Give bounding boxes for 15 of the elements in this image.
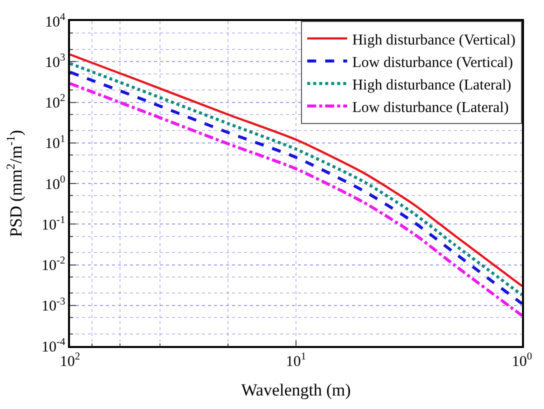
y-tick-label: 10$^{0}$: [45, 174, 66, 193]
y-tick-label: 10$^{-3}$: [42, 296, 66, 315]
y-tick-label: 10$^{4}$: [45, 12, 66, 30]
x-axis-title: Wavelength (m): [241, 380, 351, 400]
y-tick-label: 10$^{-2}$: [42, 256, 66, 274]
x-tick-label: 10$^{0}$: [512, 351, 532, 370]
legend-label: High disturbance (Vertical): [352, 32, 516, 48]
x-tick-label: 10$^{1}$: [286, 351, 306, 370]
legend-label: Low disturbance (Lateral): [352, 100, 509, 116]
y-tick-label: 10$^{3}$: [45, 52, 66, 71]
legend-label: High disturbance (Lateral): [352, 77, 512, 94]
y-tick-label: 10$^{-1}$: [42, 215, 66, 234]
legend-label: Low disturbance (Vertical): [352, 54, 513, 71]
y-tick-label: 10$^{2}$: [45, 93, 66, 112]
y-tick-label: 10$^{1}$: [45, 134, 66, 152]
